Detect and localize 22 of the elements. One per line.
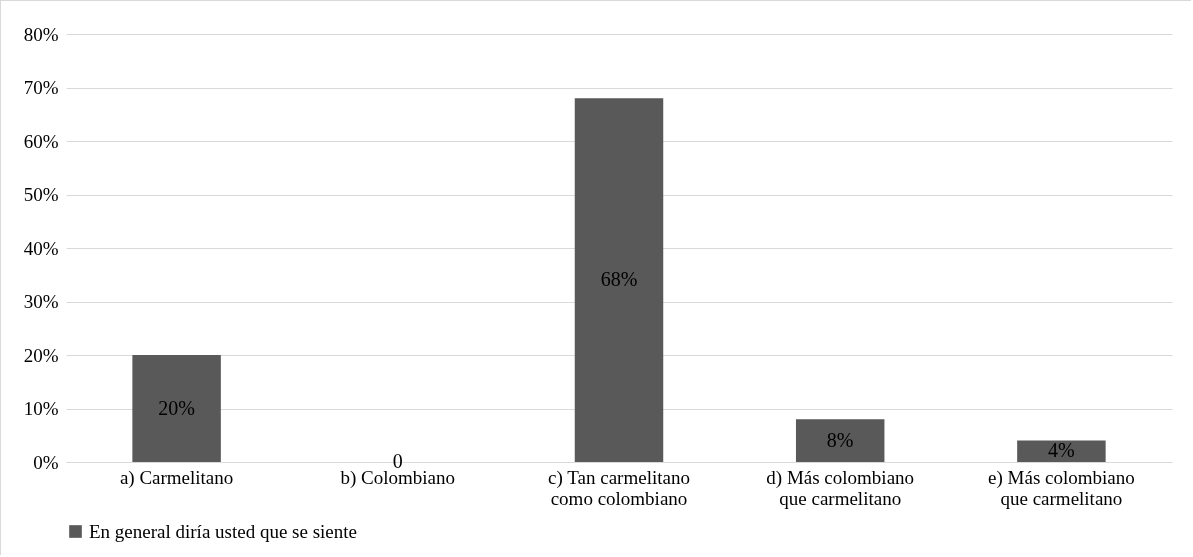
bar xyxy=(795,419,885,462)
y-tick-label: 30% xyxy=(23,291,59,312)
y-tick-label: 0% xyxy=(33,451,59,473)
x-tick-label: e) Más colombiano que carmelitano xyxy=(988,466,1135,509)
y-tick-label: 50% xyxy=(23,184,59,205)
legend-label: En general diría usted que se siente xyxy=(89,520,358,542)
x-tick-label: d) Más colombiano que carmelitano xyxy=(766,466,915,509)
text: 0 xyxy=(392,450,403,472)
text: 20% xyxy=(158,396,195,419)
text: 4% xyxy=(1048,439,1075,462)
y-tick-label: 40% xyxy=(23,237,59,259)
y-tick-label: 10% xyxy=(23,398,59,419)
y-tick-label: 80% xyxy=(23,23,59,45)
y-tick-label: 70% xyxy=(23,77,59,98)
text: 8% xyxy=(826,428,854,451)
y-tick-label: 60% xyxy=(23,130,59,152)
x-tick-label: a) Carmelitano xyxy=(119,466,234,489)
bar xyxy=(574,98,664,462)
text: 68% xyxy=(600,268,638,291)
bar xyxy=(132,355,221,462)
y-tick-label: 20% xyxy=(23,344,59,366)
x-tick-label: c) Tan carmelitano como colombiano xyxy=(548,466,690,509)
